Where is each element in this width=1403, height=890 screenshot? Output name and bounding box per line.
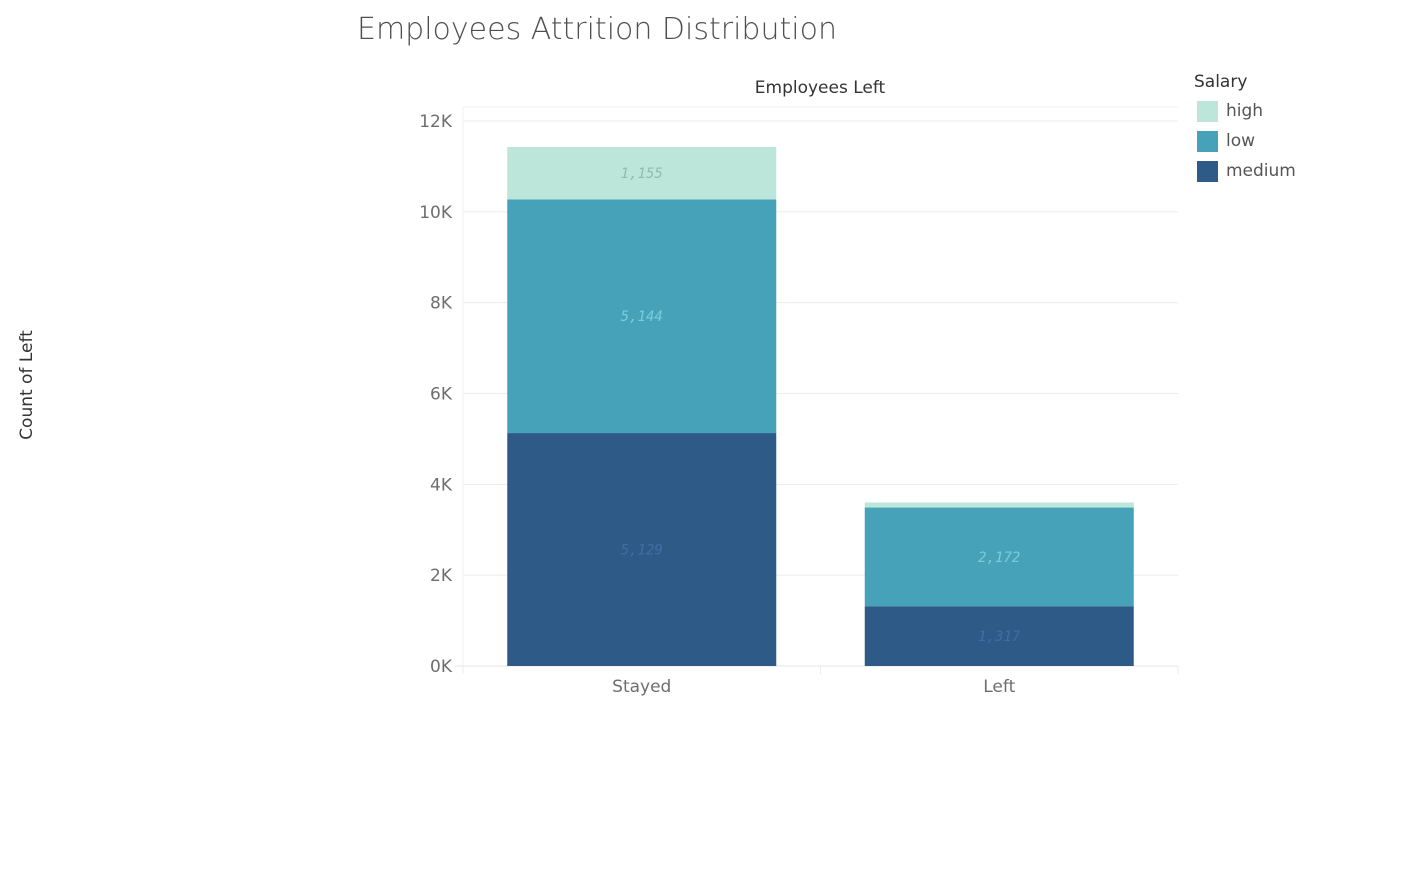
bar-segment-medium-stayed (507, 433, 777, 666)
legend-label: high (1226, 101, 1264, 121)
y-tick-label: 6K (430, 385, 453, 405)
column-header-label: Employees Left (755, 78, 886, 98)
legend-swatch (1197, 100, 1218, 122)
y-tick-labels: 0K 2K 4K 6K 8K 10K 12K (419, 112, 453, 677)
y-tick-label: 4K (430, 475, 453, 495)
y-tick-label: 2K (430, 566, 453, 586)
legend-label: medium (1226, 161, 1296, 181)
bar-segment-low-stayed (507, 199, 777, 434)
y-tick-label: 12K (419, 112, 453, 132)
legend: Salary high low medium (1194, 72, 1296, 186)
bar-segment-low-left (864, 507, 1134, 607)
bar-segment-high-left (864, 502, 1134, 508)
y-tick-label: 0K (430, 657, 453, 677)
data-label: 1,317 (978, 629, 1021, 645)
data-labels: 5,129 5,144 1,155 1,317 2,172 (621, 166, 1021, 645)
legend-swatch (1197, 130, 1218, 152)
x-tick-label: Stayed (612, 677, 671, 697)
bars (507, 146, 1134, 666)
data-label: 5,129 (621, 543, 663, 559)
legend-swatch (1197, 160, 1218, 182)
data-label: 5,144 (621, 309, 663, 325)
x-tick-label: Left (983, 677, 1015, 697)
chart-title: Employees Attrition Distribution (357, 12, 837, 47)
legend-item-medium[interactable]: medium (1194, 156, 1296, 186)
legend-item-high[interactable]: high (1194, 96, 1296, 126)
legend-title: Salary (1194, 72, 1248, 92)
data-label: 1,155 (621, 166, 663, 182)
bar-segment-high-stayed (507, 146, 777, 200)
bar-segment-medium-left (864, 606, 1134, 666)
y-axis-label: Count of Left (17, 330, 37, 440)
legend-item-low[interactable]: low (1194, 126, 1296, 156)
x-tick-labels: Stayed Left (612, 677, 1015, 697)
data-label: 2,172 (978, 550, 1020, 566)
legend-items: high low medium (1194, 96, 1296, 186)
y-tick-label: 8K (430, 294, 453, 314)
y-tick-label: 10K (419, 203, 453, 223)
legend-label: low (1226, 131, 1256, 151)
